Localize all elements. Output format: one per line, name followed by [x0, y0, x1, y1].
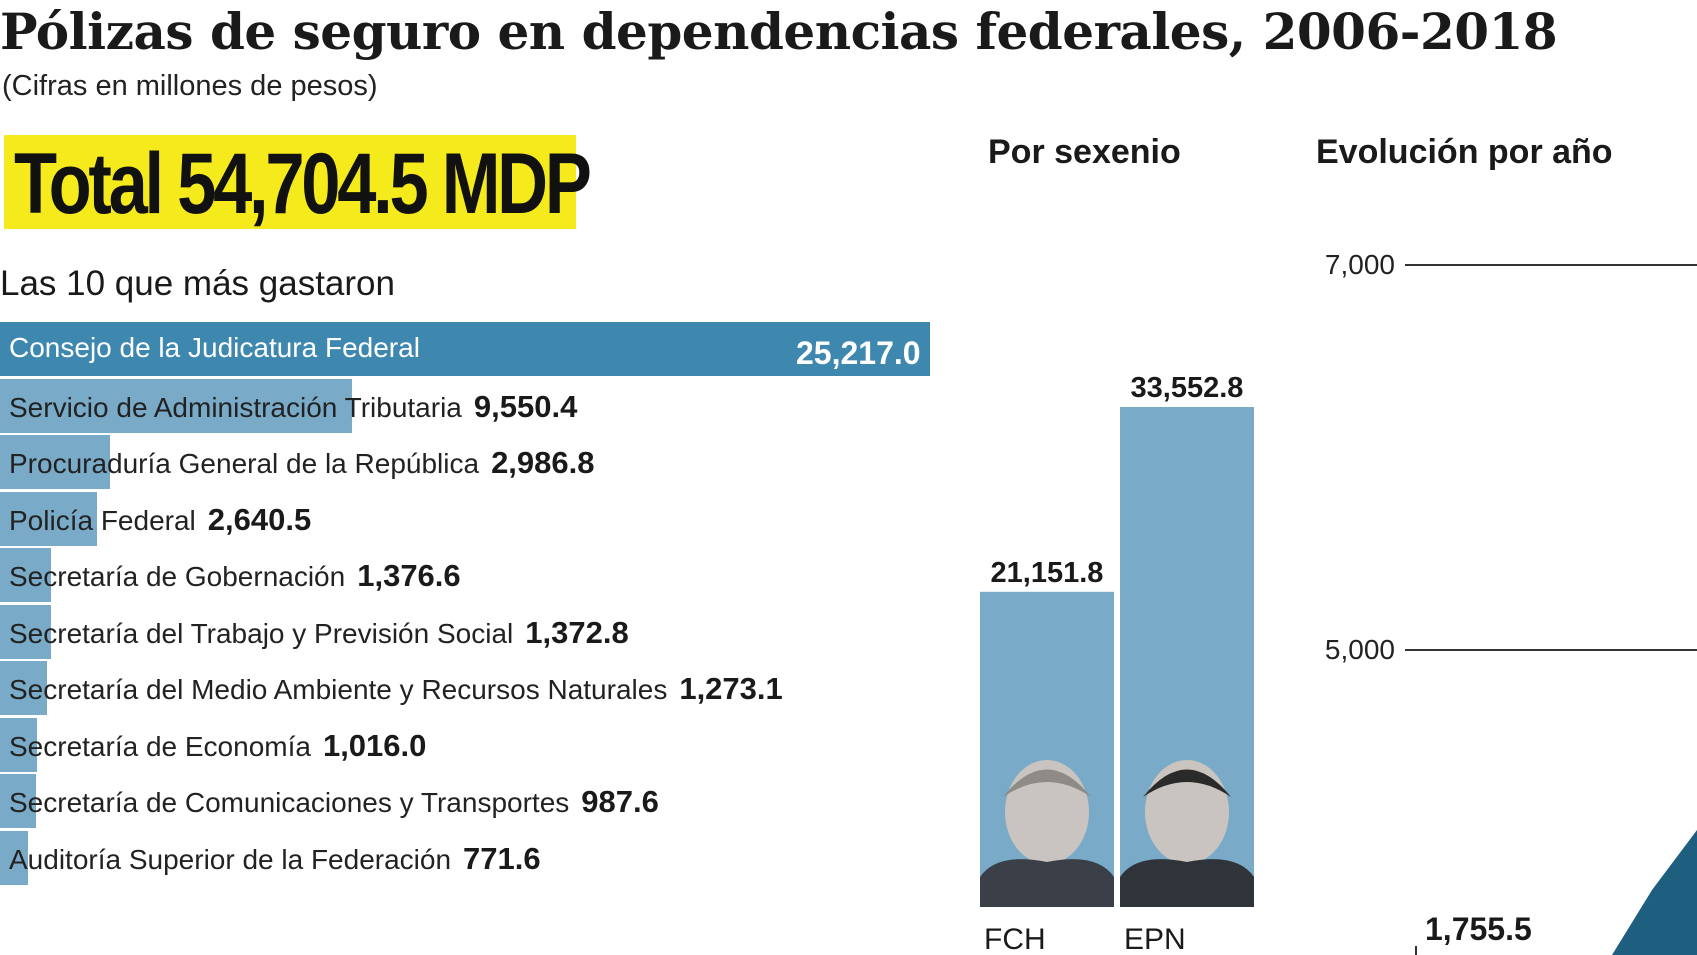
y-tick-label: 5,000 [1325, 634, 1395, 665]
top10-category-label: Secretaría del Medio Ambiente y Recursos… [9, 671, 783, 706]
top10-bar [0, 491, 98, 546]
top10-bar [0, 548, 51, 602]
top10-value-label: 1,273.1 [679, 671, 783, 706]
portrait-photo [980, 760, 1114, 907]
area-shape [1612, 830, 1697, 955]
top10-category-label: Secretaría de Economía 1,016.0 [9, 727, 427, 763]
top10-bar [0, 830, 29, 885]
chart-title: Pólizas de seguro en dependencias federa… [0, 2, 1558, 61]
sexenio-value-label: 33,552.8 [1131, 372, 1244, 404]
evolucion-line-chart: 5,000 7,000 1,755.5 [1325, 249, 1697, 955]
top10-bar [0, 717, 38, 772]
sexenio-bar-chart: 21,151.8 FCH 33,552.8 EPN [980, 372, 1254, 955]
sexenio-category-label: FCH [984, 923, 1046, 955]
sexenio-category-label: EPN [1124, 923, 1186, 955]
top10-bar [0, 661, 47, 715]
top10-bar [0, 435, 111, 489]
top10-bar [0, 604, 51, 659]
top10-category-label: Policía Federal 2,640.5 [9, 501, 312, 537]
top10-value-label: 2,640.5 [207, 501, 312, 537]
top10-category-label: Auditoría Superior de la Federación 771.6 [9, 840, 541, 876]
top10-value-label: 771.6 [463, 840, 541, 876]
top10-category-label: Procuraduría General de la República 2,98… [9, 445, 595, 480]
chart-subtitle: (Cifras en millones de pesos) [2, 70, 378, 102]
y-tick-label: 7,000 [1325, 249, 1395, 280]
sexenio-title: Por sexenio [988, 133, 1181, 171]
top10-bar [0, 774, 37, 828]
total-badge: Total 54,704.5 MDP [4, 135, 592, 229]
sexenio-value-label: 21,151.8 [991, 557, 1104, 589]
top10-value-label: 2,986.8 [491, 445, 595, 480]
top10-value-label: 25,217.0 [796, 335, 921, 371]
top10-value-label: 9,550.4 [473, 388, 578, 424]
top10-category-label: Servicio de Administración Tributaria 9,5… [9, 388, 578, 424]
top10-value-label: 1,376.6 [357, 558, 461, 593]
top10-category-label: Secretaría de Gobernación 1,376.6 [9, 558, 461, 593]
top10-value-label: 1,016.0 [322, 727, 427, 763]
top10-category-label: Consejo de la Judicatura Federal [9, 332, 420, 363]
top10-value-label: 1,372.8 [525, 614, 629, 650]
top10-bar [0, 322, 930, 376]
top10-bar [0, 378, 353, 433]
top10-bar-chart: Consejo de la Judicatura Federal 25,217.0… [0, 322, 940, 885]
top10-value-label: 987.6 [581, 784, 659, 819]
evolucion-title: Evolución por año [1316, 133, 1613, 171]
portrait-photo [1120, 760, 1254, 907]
top10-category-label: Secretaría del Trabajo y Previsión Socia… [9, 614, 629, 650]
top10-title: Las 10 que más gastaron [0, 264, 395, 303]
data-annotation: 1,755.5 [1425, 911, 1532, 947]
total-amount: Total 54,704.5 MDP [14, 136, 592, 232]
top10-category-label: Secretaría de Comunicaciones y Transport… [9, 784, 659, 819]
